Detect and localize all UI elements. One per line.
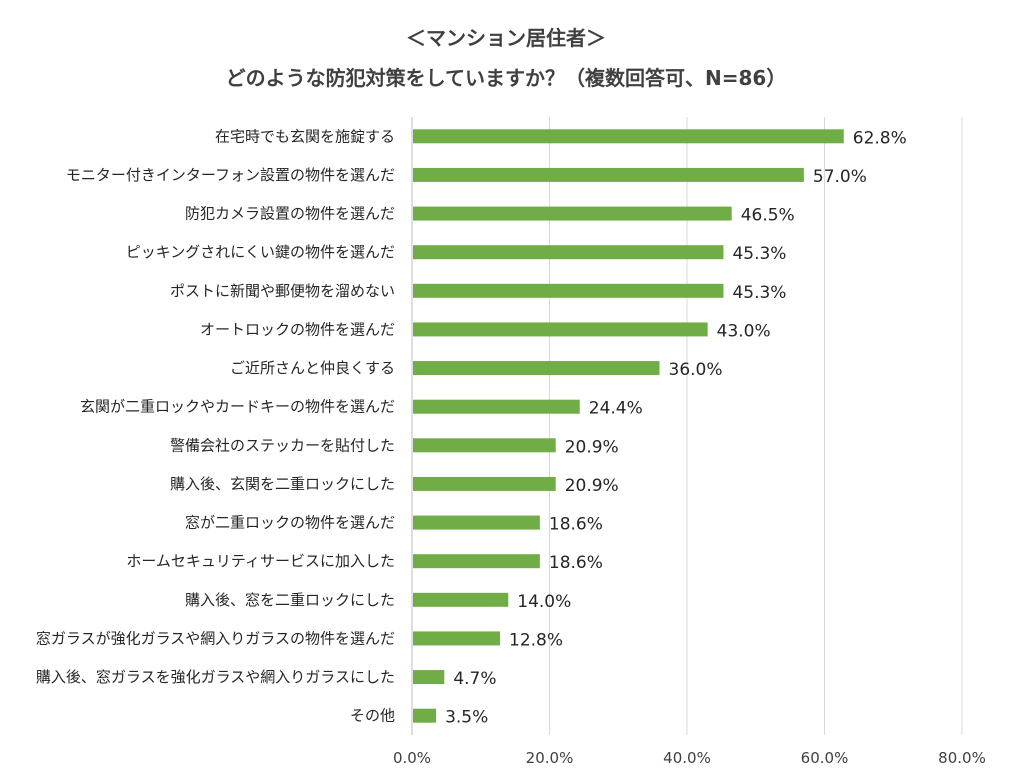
- data-label: 18.6%: [549, 553, 603, 573]
- category-label: ご近所さんと仲良くする: [230, 359, 395, 377]
- bar: [413, 670, 445, 685]
- category-label: 警備会社のステッカーを貼付した: [170, 436, 395, 454]
- data-label: 3.5%: [445, 708, 488, 728]
- category-label: ポストに新聞や郵便物を溜めない: [170, 282, 395, 300]
- data-label: 20.9%: [565, 437, 619, 457]
- data-label: 46.5%: [741, 206, 795, 226]
- category-label: 購入後、窓を二重ロックにした: [185, 591, 395, 609]
- category-label: ピッキングされにくい鍵の物件を選んだ: [126, 243, 395, 261]
- data-label: 43.0%: [717, 321, 771, 341]
- bar: [413, 438, 556, 453]
- category-label: 購入後、玄関を二重ロックにした: [170, 475, 395, 493]
- data-label: 45.3%: [732, 283, 786, 303]
- x-tick-label: 80.0%: [938, 749, 986, 767]
- category-label: 窓ガラスが強化ガラスや網入りガラスの物件を選んだ: [36, 629, 395, 647]
- x-tick-label: 40.0%: [663, 749, 711, 767]
- bar: [413, 631, 500, 646]
- category-label: ホームセキュリティサービスに加入した: [126, 552, 395, 570]
- chart-subtitle: どのような防犯対策をしていますか？（複数回答可、N=86）: [225, 66, 787, 90]
- bar: [413, 515, 540, 530]
- chart-title: ＜マンション居住者＞: [406, 26, 606, 50]
- x-tick-label: 60.0%: [801, 749, 849, 767]
- data-label: 36.0%: [669, 360, 723, 380]
- bar: [413, 206, 732, 221]
- category-label: モニター付きインターフォン設置の物件を選んだ: [66, 166, 395, 184]
- category-label: オートロックの物件を選んだ: [200, 320, 395, 338]
- category-label: 購入後、窓ガラスを強化ガラスや網入りガラスにした: [36, 668, 395, 686]
- x-tick-label: 0.0%: [393, 749, 431, 767]
- bar: [413, 167, 804, 182]
- data-label: 14.0%: [517, 592, 571, 612]
- bar: [413, 283, 724, 298]
- data-label: 20.9%: [565, 476, 619, 496]
- category-label: 防犯カメラ設置の物件を選んだ: [185, 205, 395, 223]
- bar: [413, 322, 708, 337]
- data-label: 4.7%: [453, 669, 496, 689]
- bar: [413, 554, 540, 569]
- bar: [413, 476, 556, 491]
- data-label: 12.8%: [509, 630, 563, 650]
- data-label: 45.3%: [732, 244, 786, 264]
- category-label: 玄関が二重ロックやカードキーの物件を選んだ: [80, 398, 395, 416]
- data-label: 57.0%: [813, 167, 867, 187]
- data-label: 24.4%: [589, 399, 643, 419]
- bar: [413, 708, 437, 723]
- bar: [413, 399, 580, 414]
- bar: [413, 245, 724, 260]
- data-label: 18.6%: [549, 515, 603, 535]
- data-label: 62.8%: [853, 128, 907, 148]
- x-tick-label: 20.0%: [526, 749, 574, 767]
- category-label: 在宅時でも玄関を施錠する: [215, 127, 395, 145]
- category-label: 窓が二重ロックの物件を選んだ: [185, 514, 395, 532]
- bar: [413, 361, 660, 376]
- category-label: その他: [350, 707, 395, 725]
- bar: [413, 129, 844, 144]
- bar: [413, 592, 509, 607]
